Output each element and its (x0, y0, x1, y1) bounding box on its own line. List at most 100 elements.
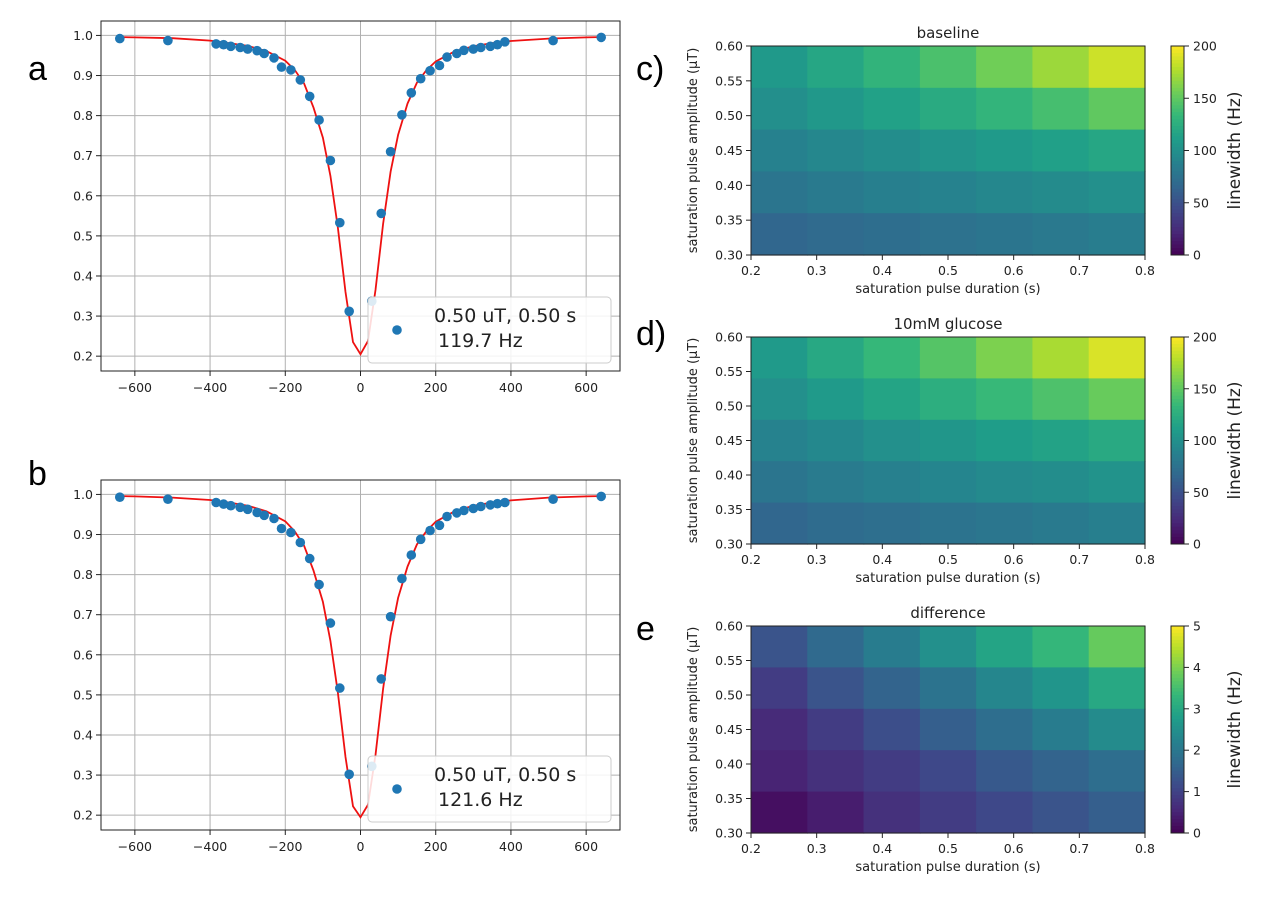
colorbar-segment (1171, 481, 1184, 486)
colorbar-segment (1171, 695, 1184, 699)
data-point (548, 494, 558, 505)
colorbar-segment (1171, 732, 1184, 737)
heatmap-cell (863, 46, 921, 89)
heatmap-cell (919, 378, 977, 421)
colorbar-segment (1171, 133, 1184, 138)
y-axis-label: saturation pulse amplitude (μT) (686, 627, 701, 833)
heatmap-cell (919, 502, 977, 545)
y-tick-label: 0.2 (73, 808, 93, 823)
colorbar-segment (1171, 361, 1184, 366)
colorbar-tick-label: 4 (1193, 660, 1201, 675)
y-tick-label: 0.45 (715, 143, 743, 158)
colorbar-segment (1171, 653, 1184, 658)
legend-box (367, 296, 612, 364)
heatmap-cell (751, 502, 808, 545)
colorbar-tick-label: 50 (1193, 485, 1209, 500)
x-tick-label: 0.7 (1069, 552, 1089, 567)
heatmap-cell (807, 213, 865, 256)
colorbar-tick-label: 200 (1193, 330, 1217, 345)
x-tick-label: 0.8 (1135, 552, 1155, 567)
colorbar-segment (1171, 815, 1184, 820)
colorbar-segment (1171, 70, 1184, 75)
heatmap-cell (1032, 129, 1090, 172)
heatmap-cell (919, 750, 977, 793)
heatmap-cell (807, 667, 865, 710)
colorbar-segment (1171, 750, 1184, 755)
x-tick-label: 0.2 (741, 552, 761, 567)
heatmap-cell (863, 708, 921, 751)
heatmap-cell (1088, 708, 1146, 751)
colorbar-segment (1171, 402, 1184, 407)
colorbar-segment (1171, 49, 1184, 54)
y-tick-label: 0.30 (715, 537, 743, 552)
colorbar-segment (1171, 157, 1184, 162)
x-axis-label: saturation pulse duration (s) (855, 282, 1040, 297)
chart-a-linewidth-fit: −600 −400 −200 0 200 400 600 0.2 0.3 0.4 0.5 0.6 0.7… (73, 20, 621, 395)
x-tick-label: 0.5 (938, 552, 958, 567)
heatmap-cell (1088, 667, 1146, 710)
colorbar-segment (1171, 757, 1184, 762)
colorbar-segment (1171, 688, 1184, 693)
colorbar-segment (1171, 770, 1184, 775)
colorbar-segment (1171, 812, 1184, 817)
y-tick-label: 0.50 (715, 688, 743, 703)
colorbar-segment (1171, 468, 1184, 473)
colorbar-segment (1171, 739, 1184, 744)
data-point (211, 39, 221, 49)
heatmap-cell (976, 708, 1034, 751)
colorbar-segment (1171, 626, 1184, 630)
colorbar-segment (1171, 670, 1184, 675)
heatmap-cell (976, 750, 1034, 793)
colorbar-segment (1171, 223, 1184, 228)
heatmap-cell (976, 213, 1034, 256)
heatmap-cell (863, 461, 921, 504)
legend-marker (392, 784, 402, 794)
colorbar-segment (1171, 819, 1184, 824)
colorbar-segment (1171, 826, 1184, 831)
colorbar-segment (1171, 101, 1184, 106)
data-point (335, 683, 345, 693)
colorbar-segment (1171, 715, 1184, 720)
chart-b-linewidth-fit: −600 −400 −200 0 200 400 600 0.2 0.3 0.4 0.5 0.6 0.7… (73, 479, 621, 854)
x-tick-label: 0 (357, 380, 365, 395)
colorbar-segment (1171, 540, 1184, 545)
heatmap-cell (807, 87, 865, 131)
data-point (276, 62, 287, 72)
colorbar-segment (1171, 164, 1184, 169)
colorbar-segment (1171, 202, 1184, 207)
heatmap-cell (807, 46, 865, 89)
colorbar-tick-label: 200 (1193, 39, 1217, 54)
legend: 0.50 uT, 0.50 s 119.7 Hz (367, 296, 612, 364)
data-point (314, 115, 324, 125)
colorbar-segment (1171, 791, 1184, 796)
colorbar-segment (1171, 495, 1184, 500)
data-point (259, 48, 270, 59)
heatmap-cell (976, 502, 1034, 545)
data-point (269, 53, 279, 63)
x-tick-label: 0.2 (741, 263, 761, 278)
colorbar-segment (1171, 663, 1184, 668)
heatmap-cell (751, 337, 808, 379)
heatmap-cell (751, 46, 808, 89)
y-tick-label: 1.0 (73, 487, 93, 502)
data-point (344, 306, 355, 317)
y-tick-label: 0.40 (715, 468, 743, 483)
colorbar-segment (1171, 430, 1184, 435)
legend-box (367, 755, 612, 823)
colorbar-segment (1171, 454, 1184, 459)
legend-label-line1: 0.50 uT, 0.50 s (434, 764, 576, 786)
colorbar-segment (1171, 684, 1184, 689)
x-tick-label: 0.7 (1069, 841, 1089, 856)
colorbar-segment (1171, 795, 1184, 799)
colorbar-segment (1171, 227, 1184, 232)
colorbar: 0 50 100 150 200 linewidth (Hz) (1170, 330, 1245, 552)
colorbar-tick-label: 150 (1193, 381, 1217, 396)
heatmap-cell (1088, 378, 1146, 421)
colorbar-segment (1171, 143, 1184, 148)
colorbar-segment (1171, 499, 1184, 504)
data-point (425, 525, 435, 536)
colorbar-segment (1171, 506, 1184, 510)
data-point (596, 491, 606, 502)
data-point (397, 110, 407, 120)
heatmap-cell (919, 213, 977, 256)
